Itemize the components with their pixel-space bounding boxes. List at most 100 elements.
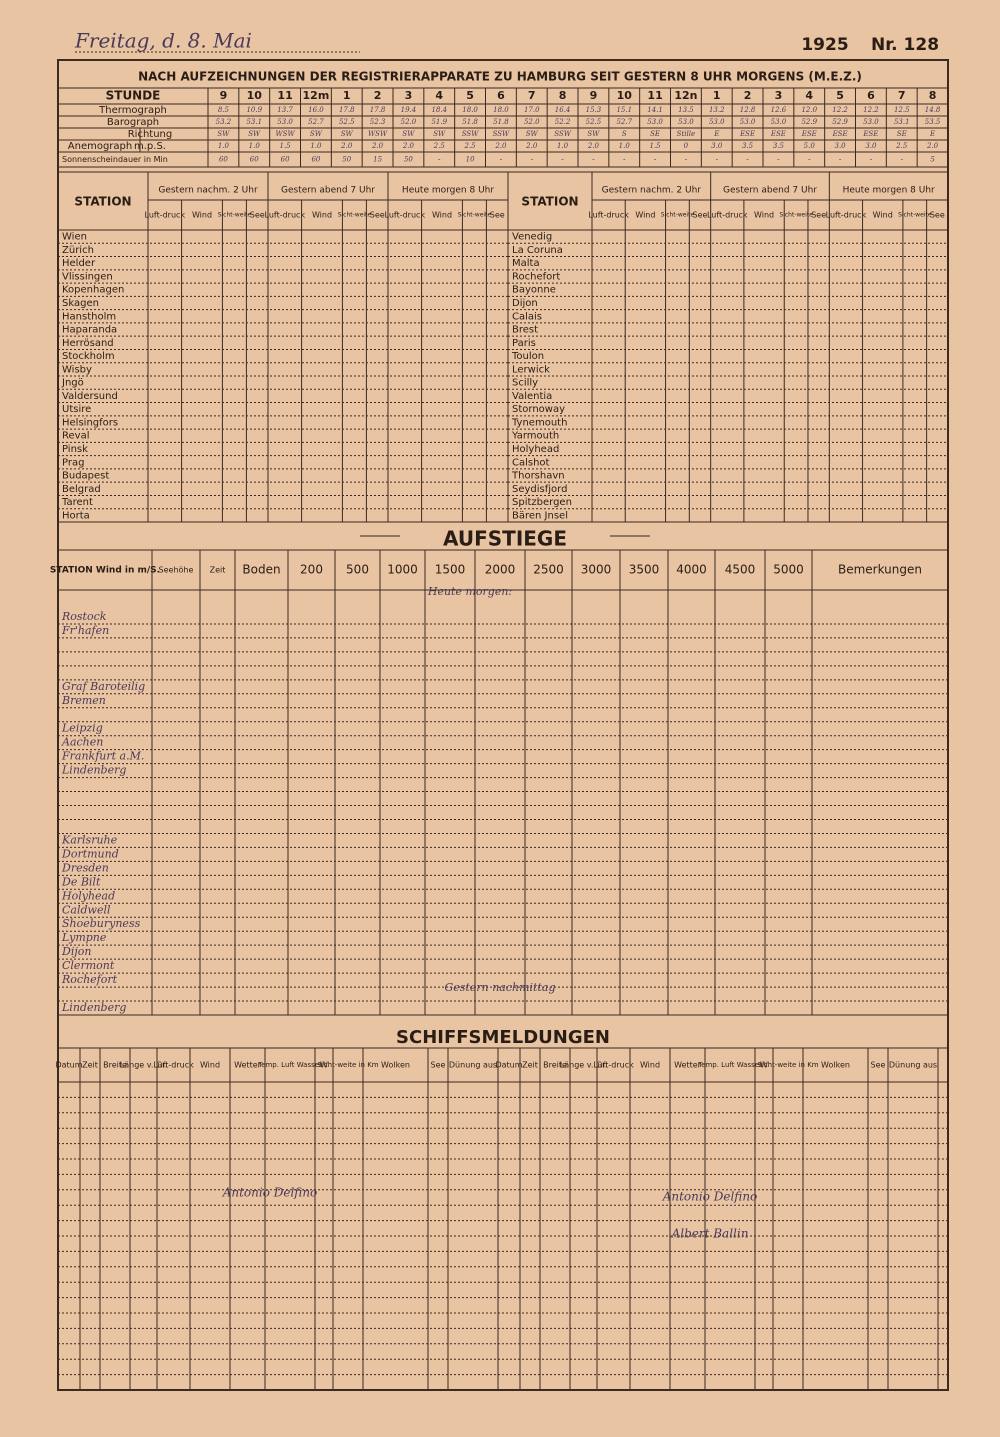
label: Dresden [61,861,109,874]
label: 18.4 [431,106,447,114]
label: - [500,156,503,164]
label: STATION [74,195,131,209]
label: 5 [836,89,844,102]
label: 2.0 [340,142,353,150]
label: 2000 [485,563,516,577]
label: 5 [930,156,935,164]
label: Spitzbergen [512,497,572,508]
label: 4000 [676,563,707,577]
label: Luft-druck [588,211,629,220]
label: 52.0 [401,118,417,126]
label: SW [433,130,446,138]
label: 10 [466,156,475,164]
label: Wind [873,211,893,220]
label: Antonio Delfino [662,1190,758,1204]
label: Länge v. Gr. [120,1061,167,1070]
label: STUNDE [106,89,161,103]
label: Yarmouth [511,431,559,442]
label: Heute morgen: [427,585,512,598]
label: Sicht-weite [898,212,932,219]
label: ESE [739,130,755,138]
label: Vlissingen [62,271,113,282]
label: 52.9 [832,118,848,126]
label: Heute morgen 8 Uhr [402,186,494,196]
label: Bremen [61,694,106,707]
label: 3500 [629,563,660,577]
label: 12.8 [740,106,756,114]
label: Barograph [107,117,159,128]
label: 50 [342,156,351,164]
label: Tarent [61,497,93,508]
label: Richtung [128,129,173,140]
label: Zürich [62,245,94,256]
label: 17.8 [370,106,386,114]
label: 3.5 [773,142,785,150]
label: 1.5 [280,142,292,150]
label: 10 [617,89,633,102]
label: Stockholm [62,351,115,362]
label: Gestern nachmittag [445,981,556,994]
label: E [713,130,719,138]
frame [57,59,949,1391]
label: - [623,156,626,164]
label: Breite [543,1061,567,1070]
label: Anemograph [68,141,132,152]
label: Datum [55,1061,82,1070]
label: Temp. Luft Wasser [697,1061,762,1069]
label: ESE [801,130,817,138]
label: Freitag, d. 8. Mai [74,29,252,53]
label: Luft-druck [265,211,306,220]
label: Seehöhe [159,566,194,575]
label: SW [526,130,539,138]
label: 2500 [533,563,564,577]
label: Scilly [512,378,538,389]
label: SSW [554,130,571,138]
label: 5000 [773,563,804,577]
label: SSW [493,130,510,138]
label: 5.0 [804,142,816,150]
label: 6 [497,89,505,102]
label: 51.8 [462,118,478,126]
label: 1925 [801,35,848,55]
label: WSW [368,130,388,138]
label: 2.0 [525,142,538,150]
label: 14.8 [925,106,941,114]
label: Aachen [61,736,103,749]
label: Gestern abend 7 Uhr [723,186,817,196]
label: 53.0 [740,118,756,126]
label: 200 [300,563,323,577]
label: SW [402,130,415,138]
label: Jngö [61,378,84,389]
label: Bemerkungen [838,563,922,577]
label: Fr'hafen [61,624,109,637]
label: Rostock [61,610,107,623]
label: Gestern nachm. 2 Uhr [158,186,258,196]
label: - [531,156,534,164]
label: Belgrad [62,484,101,495]
label: Luft-druck [153,1061,194,1070]
label: 60 [281,156,290,164]
label: Stornoway [512,404,565,415]
label: 53.1 [894,118,910,126]
label: Helsingfors [62,417,118,428]
label: S [622,130,627,138]
label: 52.5 [586,118,602,126]
label: 1.0 [310,142,322,150]
label: ESE [770,130,786,138]
label: 51.9 [431,118,447,126]
label: - [438,156,441,164]
label: 3.0 [835,142,847,150]
label: 14.1 [647,106,663,114]
label: - [777,156,780,164]
label: 13.5 [678,106,694,114]
label: Reval [62,431,89,442]
label: 2 [374,89,382,102]
label: Tynemouth [511,417,567,428]
label: Boden [242,563,280,577]
label: Albert Ballin [671,1227,749,1241]
label: Prag [62,457,84,468]
label: La Coruna [512,245,563,256]
label: Caldwell [62,903,111,916]
label: Luft-druck [826,211,867,220]
label: 10.9 [246,106,262,114]
